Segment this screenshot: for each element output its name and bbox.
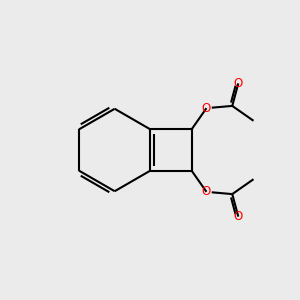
Text: O: O [234, 210, 243, 223]
Text: O: O [234, 77, 243, 90]
Text: O: O [202, 185, 211, 198]
Text: O: O [202, 102, 211, 115]
